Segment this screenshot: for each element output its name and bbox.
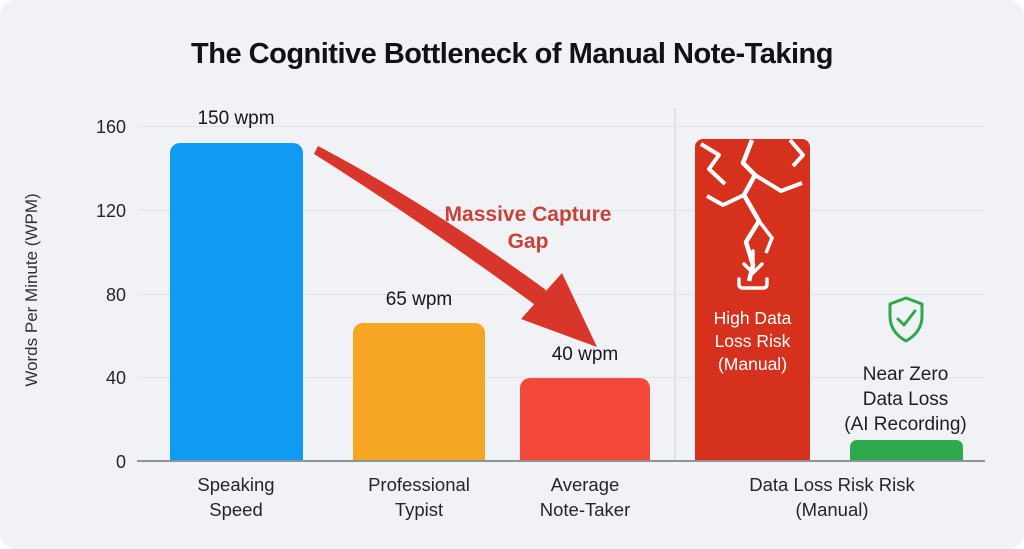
download-icon	[737, 249, 769, 290]
bar-overlay-label: High Data Loss Risk (Manual)	[713, 308, 792, 374]
value-label-speaking: 150 wpm	[197, 108, 275, 129]
value-label-typist: 65 wpm	[385, 289, 453, 310]
y-tick-160: 160	[95, 117, 126, 137]
y-axis-label: Words Per Minute (WPM)	[22, 193, 41, 387]
category-professional-typist: Professional Typist	[368, 474, 470, 520]
bar-speaking-speed	[170, 143, 303, 460]
category-data-loss-risk: Data Loss Risk Risk (Manual)	[749, 474, 915, 520]
x-axis-line	[137, 460, 985, 462]
bar-professional-typist	[353, 323, 485, 460]
shield-check-icon	[888, 296, 924, 343]
page-title: The Cognitive Bottleneck of Manual Note-…	[191, 38, 833, 70]
gridline-160	[140, 126, 985, 127]
capture-gap-annotation: Massive Capture Gap	[444, 203, 612, 253]
y-tick-80: 80	[105, 285, 126, 305]
category-average-note-taker: Average Note-Taker	[539, 474, 631, 520]
category-speaking-speed: Speaking Speed	[197, 474, 275, 520]
bar-ai-recording	[850, 440, 963, 460]
gridline-40	[140, 377, 985, 378]
y-tick-120: 120	[95, 201, 126, 221]
y-tick-40: 40	[105, 368, 126, 388]
value-label-notetaker: 40 wpm	[551, 344, 619, 365]
section-divider	[674, 108, 676, 460]
ai-recording-annotation: Near Zero Data Loss (AI Recording)	[844, 364, 967, 435]
bar-average-note-taker	[520, 378, 650, 460]
bar-high-data-loss-risk: High Data Loss Risk (Manual)	[695, 139, 810, 460]
y-tick-0: 0	[115, 452, 126, 472]
gridline-120	[140, 210, 985, 211]
